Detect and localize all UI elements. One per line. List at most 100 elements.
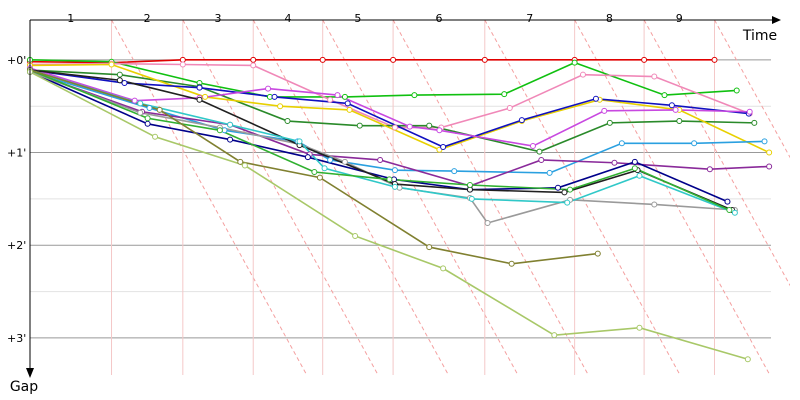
data-point <box>334 92 341 99</box>
data-point <box>311 169 318 176</box>
data-point <box>672 106 679 113</box>
series-line <box>29 69 598 265</box>
data-point <box>744 356 751 363</box>
x-axis-arrow <box>772 16 781 24</box>
data-point <box>377 156 384 163</box>
data-point <box>436 127 443 134</box>
data-point <box>668 102 675 109</box>
lap-label: 3 <box>215 12 222 25</box>
y-axis-arrow <box>26 368 34 378</box>
data-point <box>227 136 234 143</box>
data-point <box>137 100 144 107</box>
lap-label: 2 <box>144 12 151 25</box>
data-point <box>327 156 334 163</box>
y-tick-label: +1' <box>7 147 26 160</box>
data-point <box>304 154 311 161</box>
data-point <box>271 93 278 100</box>
data-point <box>506 105 513 112</box>
data-point <box>144 120 151 127</box>
data-point <box>411 92 418 99</box>
data-point <box>316 174 323 181</box>
data-point <box>601 107 608 114</box>
data-point <box>116 71 123 78</box>
data-point <box>484 219 491 226</box>
data-point <box>440 143 447 150</box>
series-line <box>29 69 730 211</box>
data-point <box>391 167 398 174</box>
data-point <box>227 121 234 128</box>
data-point <box>661 92 668 99</box>
data-point <box>284 118 291 125</box>
data-point <box>631 165 638 172</box>
data-point <box>571 59 578 66</box>
data-point <box>606 119 613 126</box>
data-point <box>529 143 536 150</box>
data-point <box>216 127 223 134</box>
data-point <box>631 158 638 165</box>
series-line <box>29 69 749 148</box>
data-point <box>296 138 303 145</box>
data-point <box>327 96 334 103</box>
data-point <box>341 93 348 100</box>
data-point <box>711 56 718 63</box>
data-point <box>440 265 447 272</box>
data-point <box>611 159 618 166</box>
data-point <box>746 108 753 115</box>
data-point <box>196 84 203 91</box>
data-point <box>691 140 698 147</box>
data-point <box>341 158 348 165</box>
data-point <box>536 148 543 155</box>
data-point <box>724 198 731 205</box>
series-line <box>29 59 715 64</box>
series-line <box>29 69 733 211</box>
data-point <box>751 119 758 126</box>
lap-diagonal <box>392 20 589 376</box>
data-point <box>406 123 413 130</box>
series-line <box>29 71 735 224</box>
lap-label: 7 <box>526 12 533 25</box>
data-point <box>390 56 397 63</box>
data-point <box>651 73 658 80</box>
data-point <box>344 100 351 107</box>
data-point <box>641 56 648 63</box>
series-line <box>29 59 737 98</box>
data-point <box>726 207 733 214</box>
data-point <box>551 332 558 339</box>
data-point <box>564 199 571 206</box>
data-point <box>651 201 658 208</box>
data-point <box>636 324 643 331</box>
data-point <box>481 56 488 63</box>
data-point <box>501 91 508 98</box>
data-point <box>250 56 257 63</box>
data-point <box>131 97 138 104</box>
lap-label: 9 <box>676 12 683 25</box>
y-tick-label: +0' <box>7 54 26 67</box>
series-line <box>29 71 770 187</box>
data-point <box>144 115 151 122</box>
data-point <box>561 189 568 196</box>
series-line <box>29 67 750 147</box>
data-point <box>352 232 359 239</box>
data-point <box>546 169 553 176</box>
data-point <box>579 71 586 78</box>
data-point <box>538 156 545 163</box>
data-point <box>321 165 328 172</box>
lap-label: 5 <box>354 12 361 25</box>
data-point <box>466 181 473 188</box>
lap-diagonal <box>643 20 790 287</box>
lap-diagonal <box>252 20 449 376</box>
y-tick-label: +3' <box>7 332 26 345</box>
y-tick-label: +2' <box>7 239 26 252</box>
lap-label: 1 <box>67 12 74 25</box>
data-point <box>137 109 144 116</box>
data-point <box>250 62 257 69</box>
lap-diagonal <box>182 20 379 376</box>
data-point <box>592 95 599 102</box>
data-point <box>676 118 683 125</box>
lap-diagonal <box>484 20 681 376</box>
data-point <box>156 106 163 113</box>
data-point <box>202 93 209 100</box>
data-point <box>761 138 768 145</box>
data-point <box>237 158 244 165</box>
